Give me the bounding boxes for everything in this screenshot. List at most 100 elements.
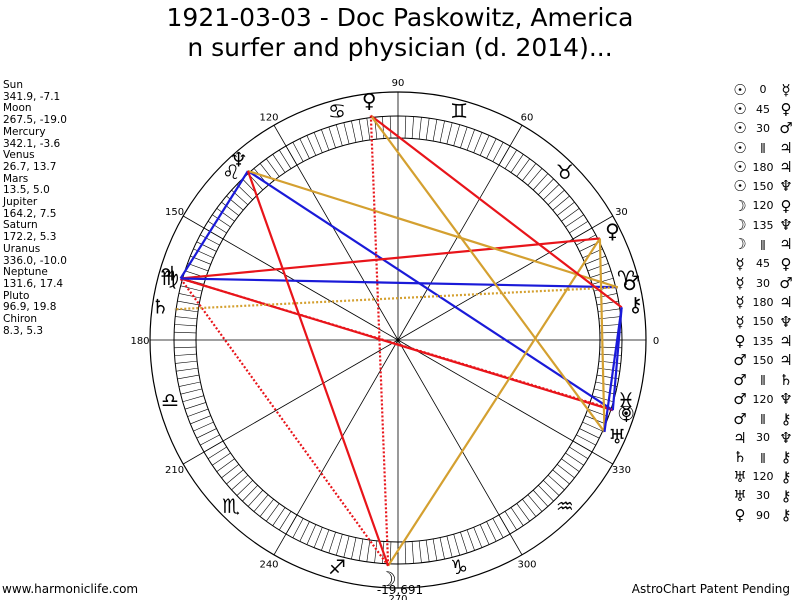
degree-tick — [460, 126, 468, 148]
aspect-degree: 150 — [752, 353, 774, 367]
degree-tick — [382, 116, 385, 139]
position-name-jupiter: Jupiter — [3, 196, 38, 209]
degree-tick — [196, 241, 217, 252]
position-values-neptune: 131.6, 17.4 — [3, 277, 64, 290]
degree-tick — [366, 539, 371, 562]
degree-tick — [404, 116, 407, 139]
degree-tick — [473, 527, 483, 548]
degree-tick — [242, 485, 258, 502]
aspect-row: ♂ 120 ♆ — [729, 390, 797, 409]
aspect-planet-1: ♂ — [733, 370, 747, 389]
aspect-row: ☉ ǁ ♃ — [729, 138, 797, 157]
aspect-planet-1: ☉ — [733, 158, 747, 177]
degree-tick — [335, 124, 343, 146]
degree-tick — [182, 395, 204, 403]
degree-tick — [343, 535, 350, 558]
aspect-row: ☉ 0 ☿ — [729, 80, 797, 99]
degree-tick — [569, 446, 589, 459]
degree-tick — [492, 142, 504, 162]
degree-tick — [543, 184, 560, 200]
house-spoke — [397, 125, 523, 341]
position-name-mercury: Mercury — [3, 125, 46, 138]
degree-tick — [565, 452, 584, 466]
zodiac-sign-9: ♑ — [450, 555, 468, 579]
degree-tick — [207, 446, 227, 459]
aspect-degree: 30 — [756, 489, 770, 503]
degree-tick — [175, 316, 198, 320]
aspect-line-mercury-jupiter — [180, 277, 614, 411]
degree-tick — [527, 168, 543, 186]
aspect-planet-2: ♂ — [779, 274, 793, 293]
aspect-planet-1: ☉ — [733, 138, 747, 157]
degree-tick — [175, 360, 198, 364]
aspect-line-venus-jupiter — [180, 237, 601, 280]
aspect-degree: 150 — [752, 315, 774, 329]
aspect-degree: 120 — [752, 392, 774, 406]
degree-tick — [292, 518, 304, 538]
degree-tick — [174, 331, 197, 334]
degree-tick — [266, 158, 280, 177]
aspect-line-mars-jupiter — [180, 277, 618, 289]
angle-label-30: 30 — [615, 207, 628, 218]
aspect-degree: 180 — [752, 160, 774, 174]
degree-tick — [299, 521, 310, 542]
position-name-neptune: Neptune — [3, 266, 48, 279]
degree-tick — [538, 485, 554, 502]
aspect-planet-2: ♆ — [779, 428, 793, 447]
degree-tick — [466, 529, 475, 551]
degree-tick — [174, 346, 197, 349]
degree-tick — [516, 503, 530, 522]
degree-tick — [313, 132, 323, 153]
degree-tick — [432, 538, 438, 561]
position-name-moon: Moon — [3, 102, 32, 115]
aspect-degree: ǁ — [760, 141, 766, 155]
aspect-row: ☿ 180 ♃ — [729, 293, 797, 312]
position-values-moon: 267.5, -19.0 — [3, 114, 67, 127]
angle-label-300: 300 — [517, 559, 536, 570]
zodiac-sign-10: ♒ — [556, 494, 574, 518]
aspect-planet-2: ♃ — [779, 235, 793, 254]
aspect-row: ☽ ǁ ♃ — [729, 235, 797, 254]
degree-tick — [439, 120, 445, 143]
aspect-planet-2: ♆ — [779, 312, 793, 331]
degree-tick — [174, 353, 197, 356]
aspect-line-neptune-moon — [246, 170, 390, 567]
aspect-planet-1: ☿ — [735, 312, 745, 331]
degree-tick — [328, 126, 336, 148]
degree-tick — [176, 367, 199, 372]
planet-mars-icon: ♂ — [622, 271, 640, 295]
degree-tick — [236, 480, 253, 496]
degree-tick — [253, 494, 269, 512]
degree-tick — [358, 538, 364, 561]
degree-tick — [446, 122, 453, 145]
position-name-uranus: Uranus — [3, 242, 41, 255]
degree-tick — [510, 507, 524, 526]
zodiac-sign-1: ♉ — [556, 160, 574, 184]
aspect-line-jupiter-neptune — [179, 170, 249, 280]
degree-tick — [321, 129, 330, 151]
aspect-planet-1: ☉ — [733, 119, 747, 138]
degree-tick — [247, 489, 264, 507]
aspect-planet-1: ♂ — [733, 409, 747, 428]
aspect-line-mars-neptune — [247, 169, 619, 289]
footer-site-link[interactable]: www.harmoniclife.com — [2, 582, 139, 596]
aspect-line-sun-neptune — [247, 170, 614, 412]
planet-mercury-icon: ☿ — [620, 401, 632, 425]
aspect-row: ☽ 135 ♆ — [729, 215, 797, 234]
angle-label-90: 90 — [392, 78, 405, 89]
aspect-row: ☉ 45 ♀ — [729, 99, 797, 118]
degree-tick — [473, 132, 483, 153]
degree-tick — [492, 518, 504, 538]
aspect-row: ☿ 45 ♀ — [729, 254, 797, 273]
aspect-planet-2: ⚷ — [780, 448, 792, 467]
degree-tick — [404, 541, 407, 564]
aspect-list: ☉ 0 ☿ ☉ 45 ♀ ☉ 30 ♂ ☉ ǁ ♃ ☉ 180 ♃ ☉ 150 ♆ ☽ 120 ♀ ☽ 135 ♆ ☽ ǁ ♃ ☿ 45… — [729, 80, 797, 525]
degree-tick — [272, 154, 286, 173]
degree-tick — [453, 534, 461, 556]
aspect-planet-1: ♅ — [733, 467, 747, 486]
house-spoke — [183, 339, 399, 465]
aspect-row: ♄ ǁ ⚷ — [729, 448, 797, 467]
aspect-degree: 135 — [752, 218, 774, 232]
degree-tick — [552, 469, 570, 485]
position-name-venus: Venus — [3, 149, 35, 162]
